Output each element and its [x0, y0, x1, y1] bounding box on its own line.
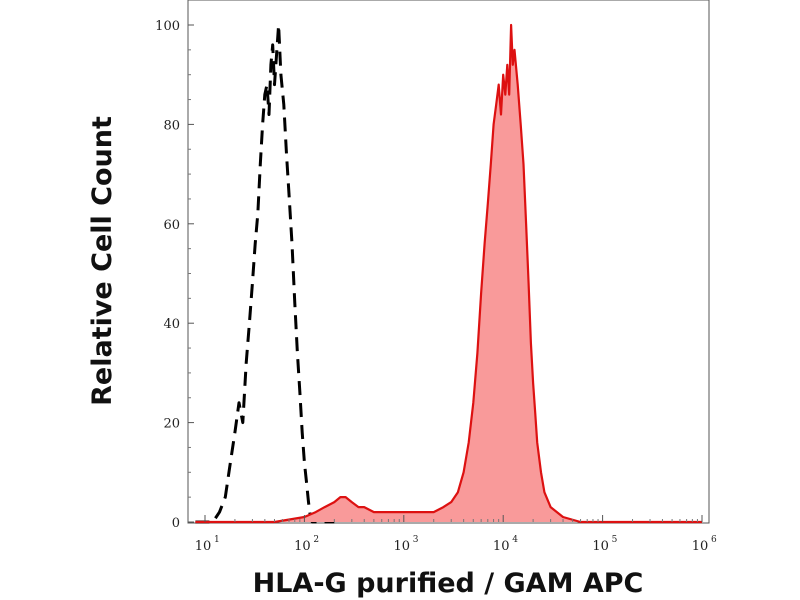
x-tick-exponent: 1: [214, 535, 220, 545]
x-tick-label: 10: [592, 539, 609, 554]
x-tick-label: 10: [195, 539, 212, 554]
y-axis-title: Relative Cell Count: [87, 116, 118, 406]
x-tick-exponent: 2: [313, 535, 319, 545]
x-tick-label: 10: [493, 539, 510, 554]
x-tick-exponent: 6: [711, 535, 717, 545]
y-tick-label: 60: [163, 218, 180, 233]
plot-frame: [187, 0, 710, 524]
y-tick-label: 20: [163, 417, 180, 432]
x-tick-label: 10: [692, 539, 709, 554]
y-axis: 0 20 40 60 80 100: [155, 19, 194, 531]
x-tick-exponent: 4: [512, 535, 518, 545]
series-layer: [195, 23, 702, 524]
x-tick-label: 10: [394, 539, 411, 554]
y-tick-label: 40: [163, 317, 180, 332]
x-axis: 10 1 10 2 10 3 10 4 10 5 10 6: [195, 515, 717, 554]
series-0-line: [195, 23, 335, 524]
x-tick-label: 10: [294, 539, 311, 554]
y-tick-label: 0: [172, 516, 180, 531]
x-tick-exponent: 5: [612, 535, 618, 545]
series-1-area: [195, 25, 702, 522]
series-1-line: [195, 23, 702, 524]
x-tick-exponent: 3: [413, 535, 419, 545]
y-tick-label: 80: [163, 118, 180, 133]
y-tick-label: 100: [155, 19, 180, 34]
x-axis-title: HLA-G purified / GAM APC: [253, 568, 644, 599]
